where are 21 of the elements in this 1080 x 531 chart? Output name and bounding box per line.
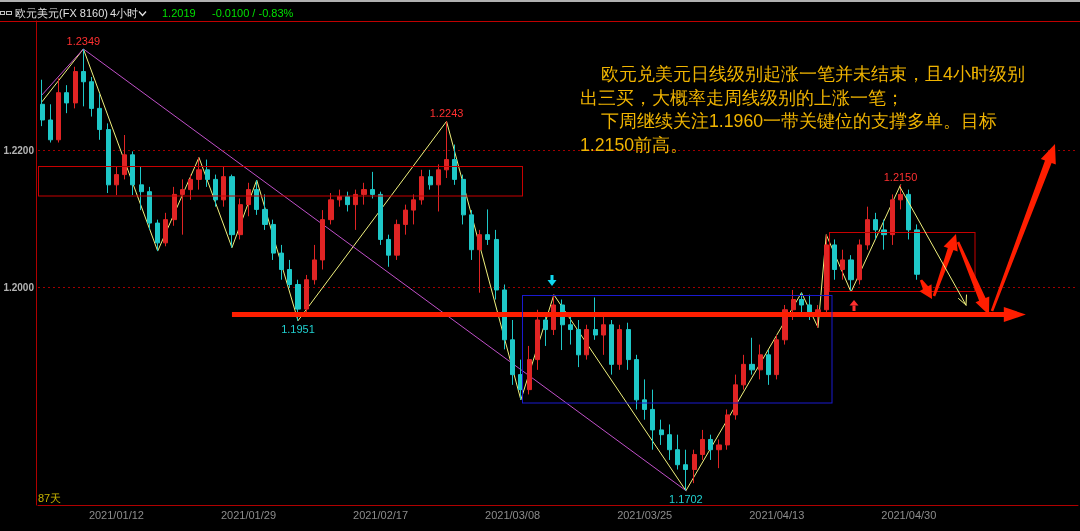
text: -0.0100 / -0.83% [212, 6, 294, 20]
x-tick-label: 2021/04/30 [881, 508, 937, 521]
x-tick-label: 2021/01/29 [220, 508, 277, 521]
annotation: 87天 [38, 491, 62, 505]
x-tick-label: 2021/02/17 [353, 508, 409, 521]
annotation: 1.1951 [281, 321, 315, 336]
annotation: 1.1702 [669, 491, 703, 506]
x-tick-label: 2021/04/13 [749, 508, 805, 521]
annotation: 欧元兑美元日线级别起涨一笔并未结束，且4小时级别出三买，大概率走周线级别的上涨一笔； [580, 63, 1025, 110]
annotation: 1.2243 [429, 106, 464, 121]
annotation: 下周继续关注1.1960一带关键位的支撑多单。目标1.2150前高。 [580, 110, 999, 157]
chart-title: 欧元美元(FX 8160) [15, 6, 108, 20]
y-tick-label: 1.2000 [3, 281, 35, 293]
annotation: 1.2349 [66, 34, 101, 48]
y-tick-label: 1.2200 [3, 145, 35, 157]
x-tick-label: 2021/01/12 [88, 508, 144, 521]
chart-subtitle: 4小时 [110, 6, 139, 20]
text: 1.2019 [162, 6, 196, 20]
annotation: 1.2150 [883, 169, 918, 184]
x-tick-label: 2021/03/25 [617, 508, 673, 521]
x-tick-label: 2021/03/08 [485, 508, 541, 521]
